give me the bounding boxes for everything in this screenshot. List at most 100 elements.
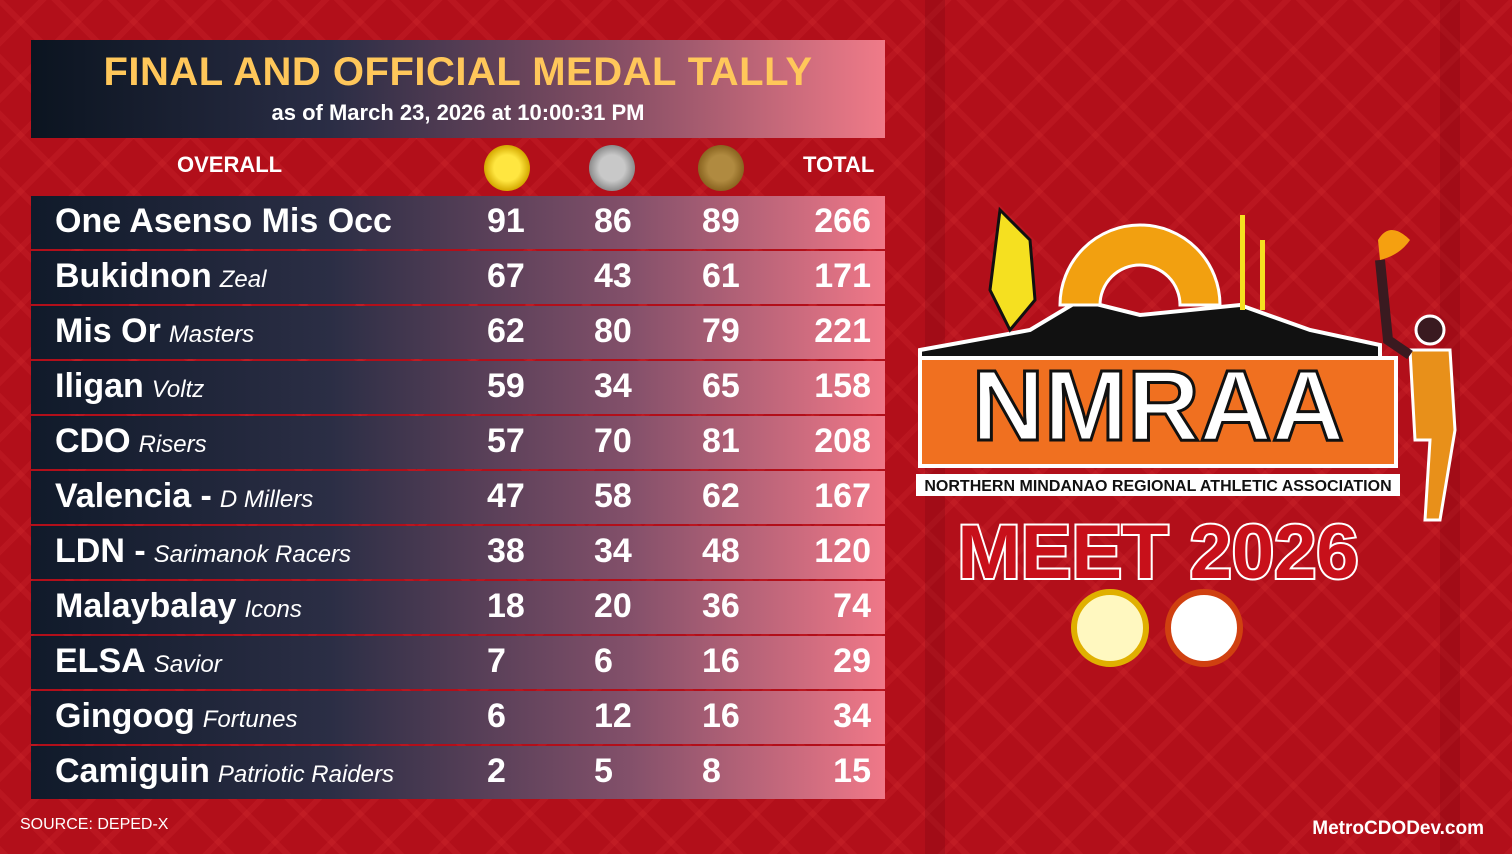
silver-count: 43 <box>594 257 632 295</box>
bronze-count: 16 <box>702 642 740 680</box>
silver-count: 34 <box>594 532 632 570</box>
bronze-count: 36 <box>702 587 740 625</box>
total-count: 208 <box>814 422 871 460</box>
delegation-name: LDN - <box>55 532 146 570</box>
gold-count: 7 <box>487 642 506 680</box>
team-name: One Asenso Mis Occ <box>55 202 400 241</box>
runner-icon <box>1375 230 1457 522</box>
table-row: Gingoog Fortunes 6 12 16 34 <box>31 691 885 744</box>
bronze-count: 48 <box>702 532 740 570</box>
nmraa-meet-logo: NMRAA NORTHERN MINDANAO REGIONAL ATHLETI… <box>916 206 1457 667</box>
team-nickname: Patriotic Raiders <box>217 761 394 788</box>
gold-count: 38 <box>487 532 525 570</box>
gold-count: 91 <box>487 202 525 240</box>
team-nickname: Fortunes <box>202 706 298 733</box>
table-row: LDN - Sarimanok Racers 38 34 48 120 <box>31 526 885 579</box>
logo-acronym: NMRAA <box>972 350 1344 462</box>
silver-count: 70 <box>594 422 632 460</box>
page-title: FINAL AND OFFICIAL MEDAL TALLY <box>103 50 813 94</box>
team-name: Gingoog Fortunes <box>55 697 297 736</box>
bukidnon-seal <box>1071 589 1149 667</box>
bronze-count: 79 <box>702 312 740 350</box>
team-nickname: Savior <box>153 651 222 678</box>
table-row: Iligan Voltz 59 34 65 158 <box>31 361 885 414</box>
bronze-count: 81 <box>702 422 740 460</box>
team-name: LDN - Sarimanok Racers <box>55 532 351 571</box>
delegation-name: ELSA <box>55 642 146 680</box>
table-row: CDO Risers 57 70 81 208 <box>31 416 885 469</box>
total-count: 158 <box>814 367 871 405</box>
delegation-name: CDO <box>55 422 131 460</box>
total-count: 29 <box>833 642 871 680</box>
delegation-name: Valencia - <box>55 477 212 515</box>
total-count: 171 <box>814 257 871 295</box>
bronze-count: 16 <box>702 697 740 735</box>
logo-meet-year: MEET 2026 <box>957 510 1358 595</box>
team-nickname: Zeal <box>219 266 267 293</box>
team-name: CDO Risers <box>55 422 207 461</box>
silver-count: 5 <box>594 752 613 790</box>
delegation-name: One Asenso Mis Occ <box>55 202 392 240</box>
gold-count: 57 <box>487 422 525 460</box>
team-nickname: Sarimanok Racers <box>153 541 352 568</box>
total-count: 221 <box>814 312 871 350</box>
column-total: TOTAL <box>803 152 875 177</box>
team-name: Iligan Voltz <box>55 367 204 406</box>
bronze-count: 89 <box>702 202 740 240</box>
logo-full-name: NORTHERN MINDANAO REGIONAL ATHLETIC ASSO… <box>924 478 1391 495</box>
column-overall: OVERALL <box>177 152 283 177</box>
table-row: Bukidnon Zeal 67 43 61 171 <box>31 251 885 304</box>
gold-count: 67 <box>487 257 525 295</box>
silver-count: 34 <box>594 367 632 405</box>
bronze-count: 62 <box>702 477 740 515</box>
timestamp: as of March 23, 2026 at 10:00:31 PM <box>271 100 645 125</box>
header-banner: FINAL AND OFFICIAL MEDAL TALLY as of Mar… <box>31 40 885 138</box>
silver-medal-icon <box>589 145 635 191</box>
delegation-name: Camiguin <box>55 752 210 790</box>
gold-count: 6 <box>487 697 506 735</box>
credit-watermark: MetroCDODev.com <box>1312 818 1484 839</box>
total-count: 74 <box>833 587 871 625</box>
total-count: 15 <box>833 752 871 790</box>
silver-count: 20 <box>594 587 632 625</box>
total-count: 34 <box>833 697 871 735</box>
delegation-name: Bukidnon <box>55 257 212 295</box>
deped-seal <box>1165 589 1243 667</box>
silver-count: 58 <box>594 477 632 515</box>
team-name: Mis Or Masters <box>55 312 254 351</box>
team-nickname: Risers <box>138 431 207 458</box>
team-name: Camiguin Patriotic Raiders <box>55 752 394 791</box>
team-name: ELSA Savior <box>55 642 222 681</box>
total-count: 120 <box>814 532 871 570</box>
silver-count: 6 <box>594 642 613 680</box>
team-name: Malaybalay Icons <box>55 587 302 626</box>
team-nickname: Voltz <box>151 376 205 403</box>
delegation-name: Malaybalay <box>55 587 237 625</box>
team-name: Valencia - D Millers <box>55 477 313 516</box>
bronze-count: 8 <box>702 752 721 790</box>
table-row: Mis Or Masters 62 80 79 221 <box>31 306 885 359</box>
table-row: One Asenso Mis Occ 91 86 89 266 <box>31 196 885 249</box>
source-label: SOURCE: DEPED-X <box>20 816 169 833</box>
team-nickname: Icons <box>244 596 302 623</box>
table-row: Valencia - D Millers 47 58 62 167 <box>31 471 885 524</box>
bronze-count: 65 <box>702 367 740 405</box>
team-nickname: D Millers <box>219 486 314 513</box>
table-row: Malaybalay Icons 18 20 36 74 <box>31 581 885 634</box>
gold-count: 2 <box>487 752 506 790</box>
delegation-name: Iligan <box>55 367 144 405</box>
total-count: 167 <box>814 477 871 515</box>
gold-count: 47 <box>487 477 525 515</box>
gold-medal-icon <box>484 145 530 191</box>
team-nickname: Masters <box>168 321 255 348</box>
delegation-name: Gingoog <box>55 697 195 735</box>
table-row: ELSA Savior 7 6 16 29 <box>31 636 885 689</box>
gold-count: 18 <box>487 587 525 625</box>
silver-count: 86 <box>594 202 632 240</box>
delegation-name: Mis Or <box>55 312 161 350</box>
silver-count: 12 <box>594 697 632 735</box>
gold-count: 59 <box>487 367 525 405</box>
total-count: 266 <box>814 202 871 240</box>
bronze-medal-icon <box>698 145 744 191</box>
silver-count: 80 <box>594 312 632 350</box>
